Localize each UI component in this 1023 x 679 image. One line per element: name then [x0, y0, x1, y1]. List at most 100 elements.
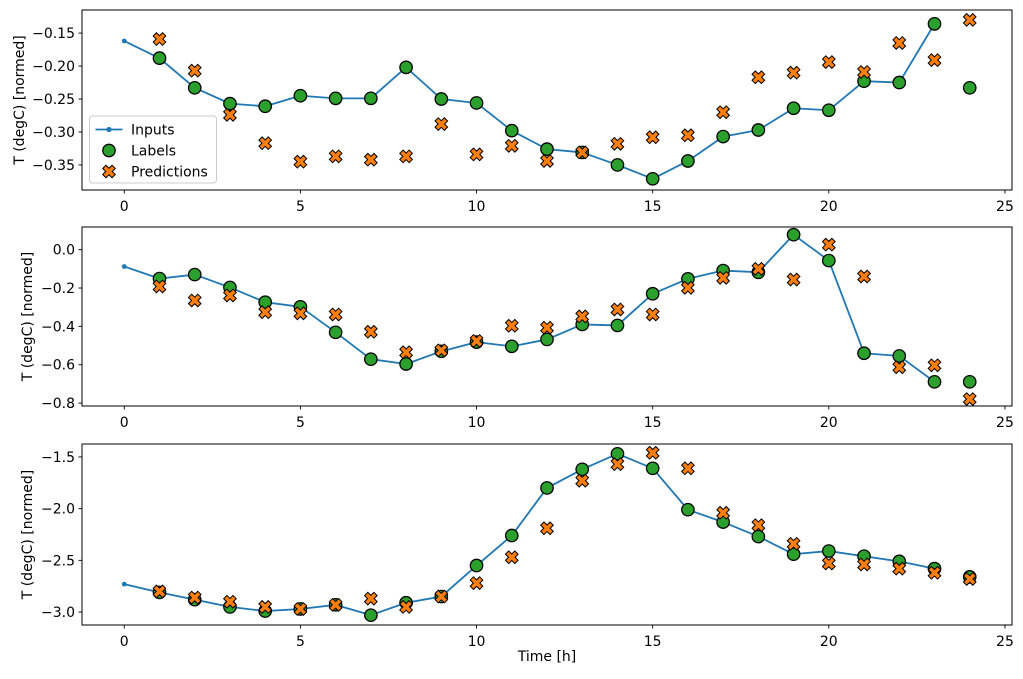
- inputs-point-marker: [121, 581, 127, 587]
- y-tick-label: −0.20: [32, 59, 75, 75]
- predictions-marker: [927, 358, 942, 373]
- labels-marker: [681, 154, 695, 168]
- axes-spines: [81, 443, 1013, 626]
- labels-marker: [645, 461, 660, 476]
- axes-spines: [81, 226, 1013, 407]
- predictions-marker: [328, 597, 343, 612]
- legend: Inputs Labels Predictions: [89, 115, 217, 184]
- predictions-marker: [927, 53, 942, 68]
- y-tick-label: −2.5: [41, 553, 75, 569]
- predictions-marker: [610, 136, 625, 151]
- predictions-marker: [293, 154, 308, 169]
- inputs-point-marker: [121, 38, 127, 44]
- predictions-marker: [610, 302, 625, 317]
- predictions-marker: [187, 590, 202, 605]
- predictions-marker: [363, 591, 378, 606]
- legend-label: Predictions: [131, 164, 208, 180]
- predictions-marker: [258, 136, 273, 151]
- x-tick-label: 20: [820, 199, 838, 215]
- predictions-marker: [540, 320, 554, 335]
- predictions-marker: [857, 64, 872, 79]
- predictions-marker: [645, 130, 660, 145]
- labels-marker: [927, 374, 942, 389]
- predictions-marker: [328, 307, 343, 322]
- x-tick-label: 5: [296, 415, 305, 431]
- labels-marker: [681, 502, 695, 517]
- predictions-marker: [152, 32, 167, 47]
- predictions-marker: [857, 557, 872, 572]
- y-tick-label: −1.5: [41, 450, 75, 466]
- predictions-marker: [751, 518, 766, 533]
- legend-dot-sample: [106, 126, 112, 133]
- predictions-marker: [469, 576, 484, 591]
- predictions-marker: [399, 149, 414, 164]
- legend-circle-sample: [102, 143, 116, 158]
- labels-marker: [328, 325, 343, 340]
- predictions-marker: [399, 599, 414, 614]
- predictions-marker: [293, 306, 308, 321]
- predictions-marker: [434, 343, 449, 358]
- labels-marker: [469, 96, 484, 110]
- y-tick-label: −0.15: [32, 26, 75, 42]
- labels-marker: [364, 91, 378, 106]
- labels-marker: [364, 608, 378, 623]
- labels-marker: [293, 88, 308, 103]
- labels-marker: [751, 529, 766, 544]
- predictions-marker: [892, 360, 907, 375]
- labels-marker: [962, 80, 977, 95]
- x-tick-label: 20: [820, 634, 838, 650]
- x-axis-label: Time [h]: [517, 649, 577, 665]
- predictions-marker: [152, 279, 167, 294]
- labels-marker: [751, 123, 766, 137]
- labels-marker: [610, 158, 625, 172]
- y-tick-label: −2.0: [41, 502, 75, 518]
- y-axis-label: T (degC) [normed]: [20, 252, 36, 383]
- x-tick-label: 0: [120, 634, 129, 650]
- y-tick-label: −0.25: [32, 92, 75, 108]
- labels-marker: [927, 16, 942, 31]
- predictions-marker: [258, 305, 273, 320]
- labels-marker: [786, 547, 801, 562]
- labels-marker: [645, 286, 660, 301]
- predictions-marker: [786, 65, 801, 80]
- x-tick-label: 0: [120, 415, 129, 431]
- predictions-marker: [434, 117, 449, 132]
- predictions-marker: [222, 107, 237, 122]
- predictions-marker: [328, 149, 343, 164]
- labels-marker: [610, 446, 625, 461]
- x-tick-label: 5: [296, 199, 305, 215]
- labels-marker: [575, 462, 590, 477]
- predictions-marker: [399, 345, 414, 360]
- y-tick-label: −0.8: [41, 396, 75, 412]
- predictions-marker: [680, 461, 695, 476]
- predictions-marker: [821, 55, 836, 70]
- x-tick-label: 15: [644, 415, 662, 431]
- labels-marker: [821, 103, 836, 118]
- x-tick-label: 10: [468, 415, 486, 431]
- x-tick-label: 10: [468, 199, 486, 215]
- predictions-marker: [187, 63, 202, 78]
- predictions-marker: [680, 280, 695, 295]
- predictions-marker: [821, 556, 836, 571]
- labels-marker: [187, 267, 202, 282]
- predictions-marker: [751, 70, 766, 85]
- predictions-marker: [716, 105, 731, 120]
- predictions-marker: [222, 288, 237, 303]
- labels-marker: [821, 253, 836, 268]
- legend-label: Labels: [131, 143, 176, 159]
- x-tick-label: 15: [644, 634, 662, 650]
- x-tick-label: 20: [820, 415, 838, 431]
- predictions-marker: [962, 392, 977, 407]
- labels-marker: [892, 349, 907, 363]
- x-tick-label: 25: [996, 199, 1014, 215]
- labels-marker: [540, 481, 554, 495]
- predictions-marker: [610, 457, 625, 472]
- labels-marker: [892, 75, 907, 90]
- predictions-marker: [927, 565, 942, 580]
- labels-marker: [786, 101, 801, 116]
- predictions-marker: [962, 12, 977, 27]
- predictions-marker: [575, 309, 590, 324]
- x-tick-label: 0: [120, 199, 129, 215]
- legend-label: Inputs: [131, 122, 175, 138]
- predictions-marker: [258, 599, 273, 614]
